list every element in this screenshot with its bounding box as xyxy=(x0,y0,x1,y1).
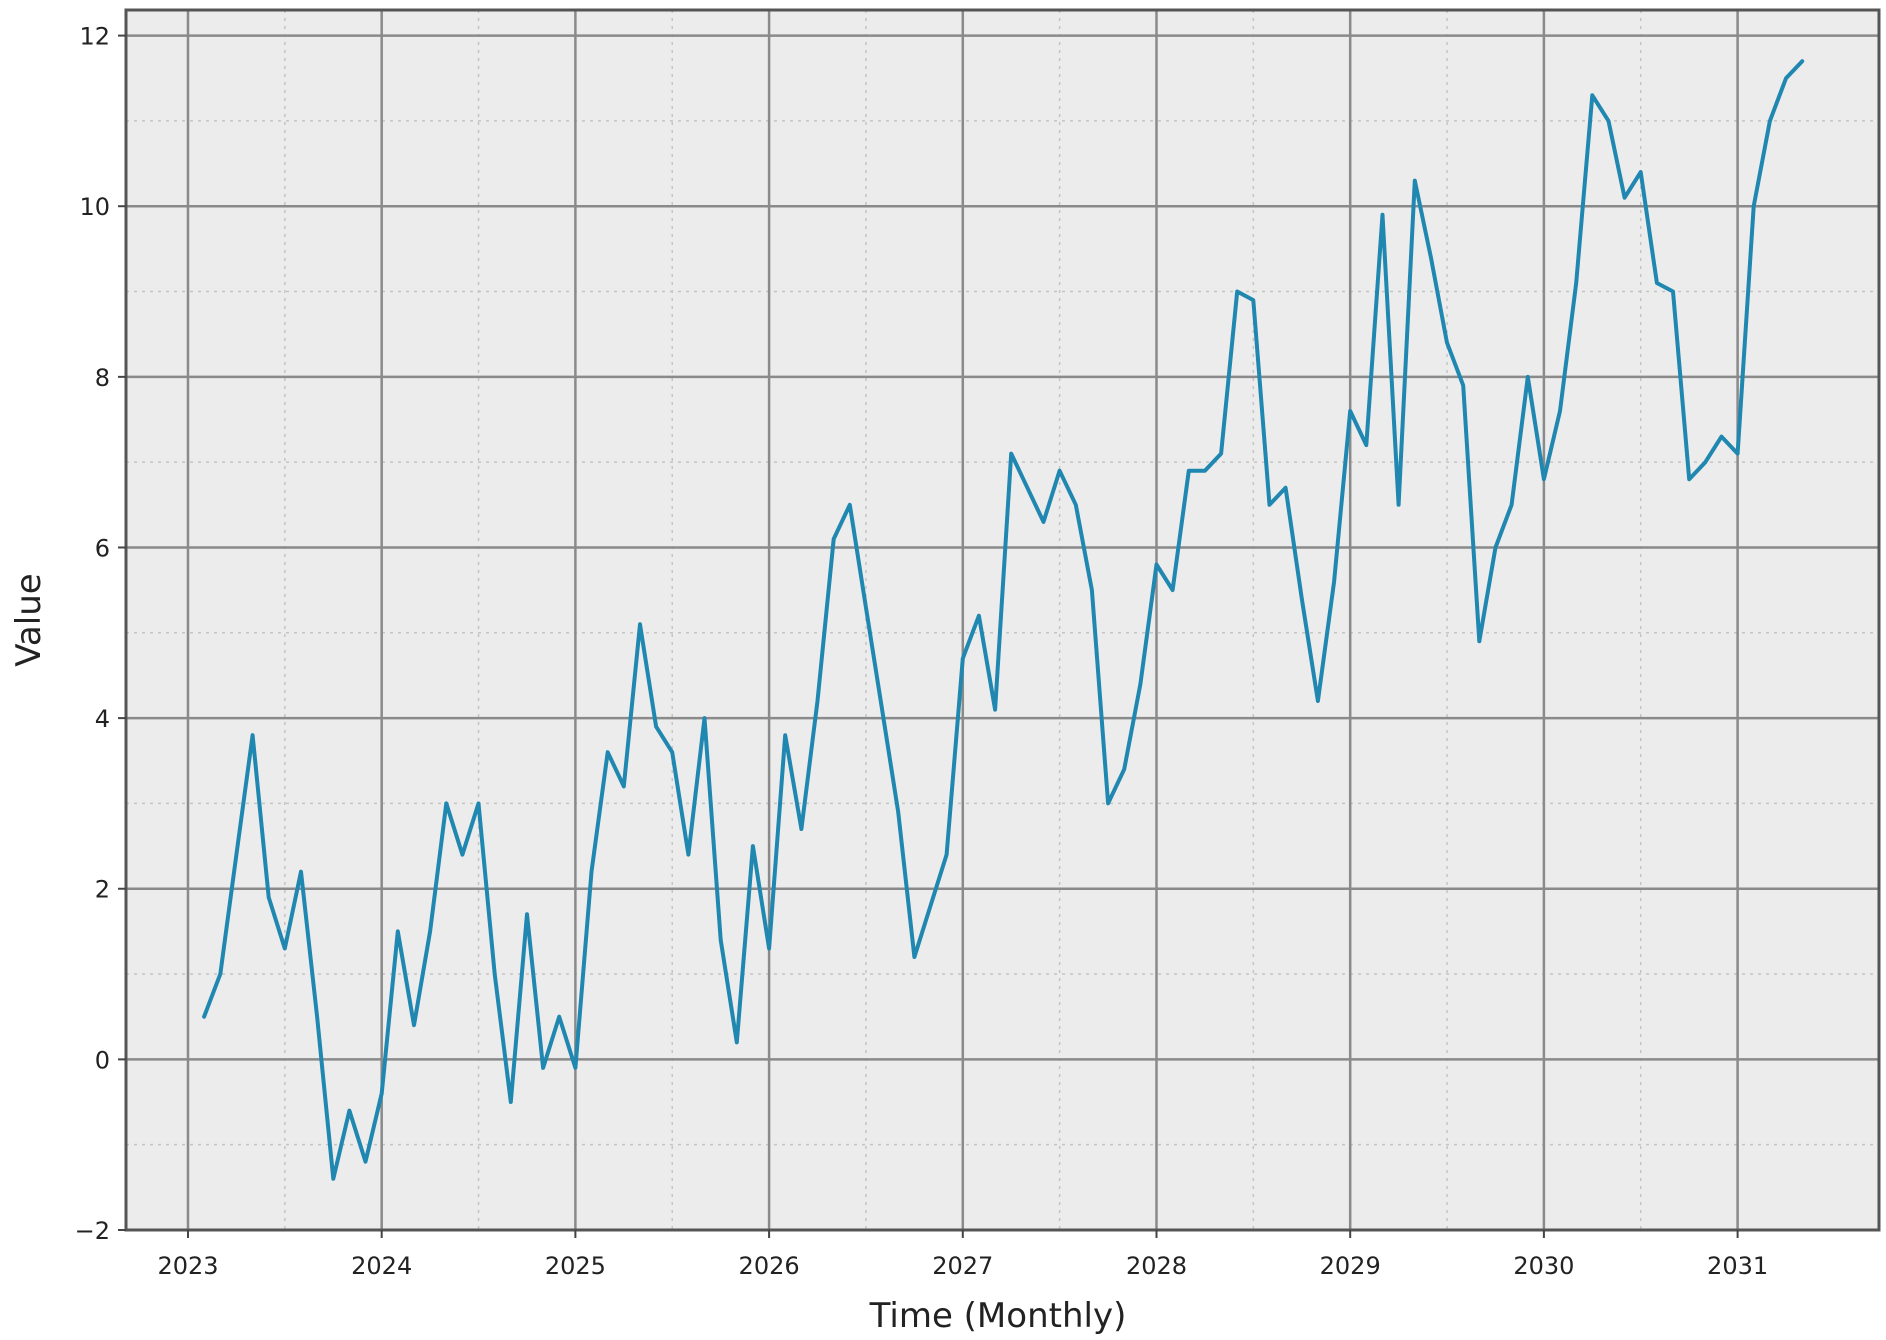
x-tick-label: 2027 xyxy=(932,1252,993,1280)
y-tick-label: 10 xyxy=(79,193,110,221)
y-tick-label: −2 xyxy=(75,1217,110,1245)
x-tick-label: 2028 xyxy=(1126,1252,1187,1280)
y-tick-label: 4 xyxy=(95,705,110,733)
y-tick-label: 12 xyxy=(79,23,110,51)
series-line xyxy=(202,59,1805,1181)
x-tick-label: 2024 xyxy=(351,1252,412,1280)
plot-frame xyxy=(124,8,1881,1232)
x-axis-ticks: 2023 2024 2025 2026 2027 2028 2029 2030 2031 xyxy=(157,1230,1768,1280)
y-tick-label: 0 xyxy=(95,1046,110,1074)
x-tick-label: 2025 xyxy=(545,1252,606,1280)
x-tick-label: 2026 xyxy=(739,1252,800,1280)
y-tick-label: 6 xyxy=(95,534,110,562)
y-tick-label: 2 xyxy=(95,876,110,904)
y-axis-ticks: −2 0 2 4 6 8 10 12 xyxy=(75,23,126,1245)
x-tick-label: 2030 xyxy=(1513,1252,1574,1280)
x-tick-label: 2023 xyxy=(157,1252,218,1280)
x-tick-label: 2031 xyxy=(1707,1252,1768,1280)
series-layer xyxy=(202,59,1805,1181)
y-axis-label: Value xyxy=(9,573,49,666)
y-tick-label: 8 xyxy=(95,364,110,392)
x-tick-label: 2029 xyxy=(1320,1252,1381,1280)
x-axis-label: Time (Monthly) xyxy=(869,1296,1127,1336)
